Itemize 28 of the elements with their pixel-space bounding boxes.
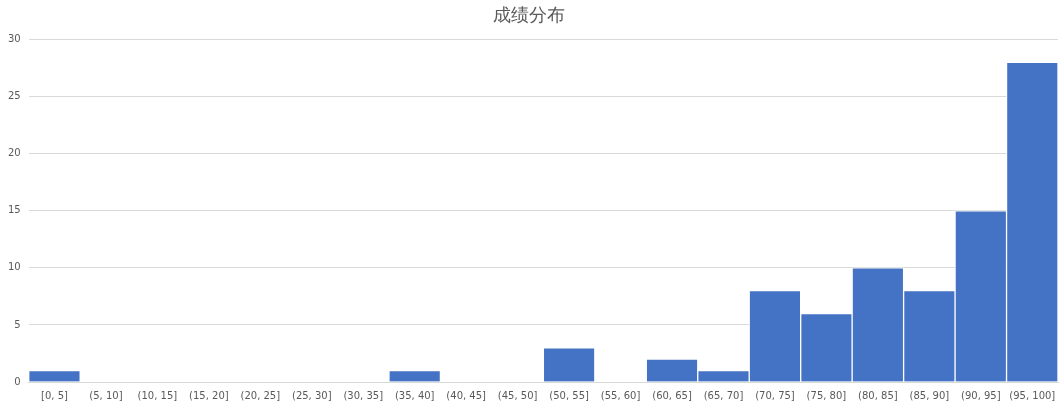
x-tick-label: (40, 45] xyxy=(446,389,487,401)
x-tick-label: (10, 15] xyxy=(137,389,178,401)
y-tick-label: 20 xyxy=(7,147,21,159)
y-tick-label: 10 xyxy=(7,261,21,273)
x-tick-label: (5, 10] xyxy=(89,389,123,401)
x-tick-label: [0, 5] xyxy=(41,389,68,401)
chart-title: 成绩分布 xyxy=(493,4,565,26)
x-tick-label: (50, 55] xyxy=(549,389,589,401)
y-tick-label: 15 xyxy=(7,204,21,216)
x-tick-label: (55, 60] xyxy=(600,389,641,401)
x-tick-label: (90, 95] xyxy=(961,389,1001,401)
x-tick-label: (85, 90] xyxy=(909,389,950,401)
y-tick-label: 5 xyxy=(14,318,21,330)
x-tick-label: (35, 40] xyxy=(394,389,435,401)
y-tick-label: 0 xyxy=(14,375,21,387)
x-tick-label: (70, 75] xyxy=(755,389,795,401)
x-tick-label: (20, 25] xyxy=(240,389,281,401)
x-tick-label: (25, 30] xyxy=(291,389,332,401)
x-tick-label: (15, 20] xyxy=(189,389,229,401)
x-tick-label: (60, 65] xyxy=(652,389,692,401)
x-tick-label: (80, 85] xyxy=(858,389,898,401)
y-tick-label: 25 xyxy=(7,90,21,102)
x-tick-label: (95, 100] xyxy=(1009,389,1056,401)
x-tick-label: (75, 80] xyxy=(806,389,847,401)
x-tick-label: (65, 70] xyxy=(703,389,744,401)
x-tick-label: (45, 50] xyxy=(497,389,538,401)
y-tick-label: 30 xyxy=(7,33,21,45)
x-tick-label: (30, 35] xyxy=(343,389,384,401)
